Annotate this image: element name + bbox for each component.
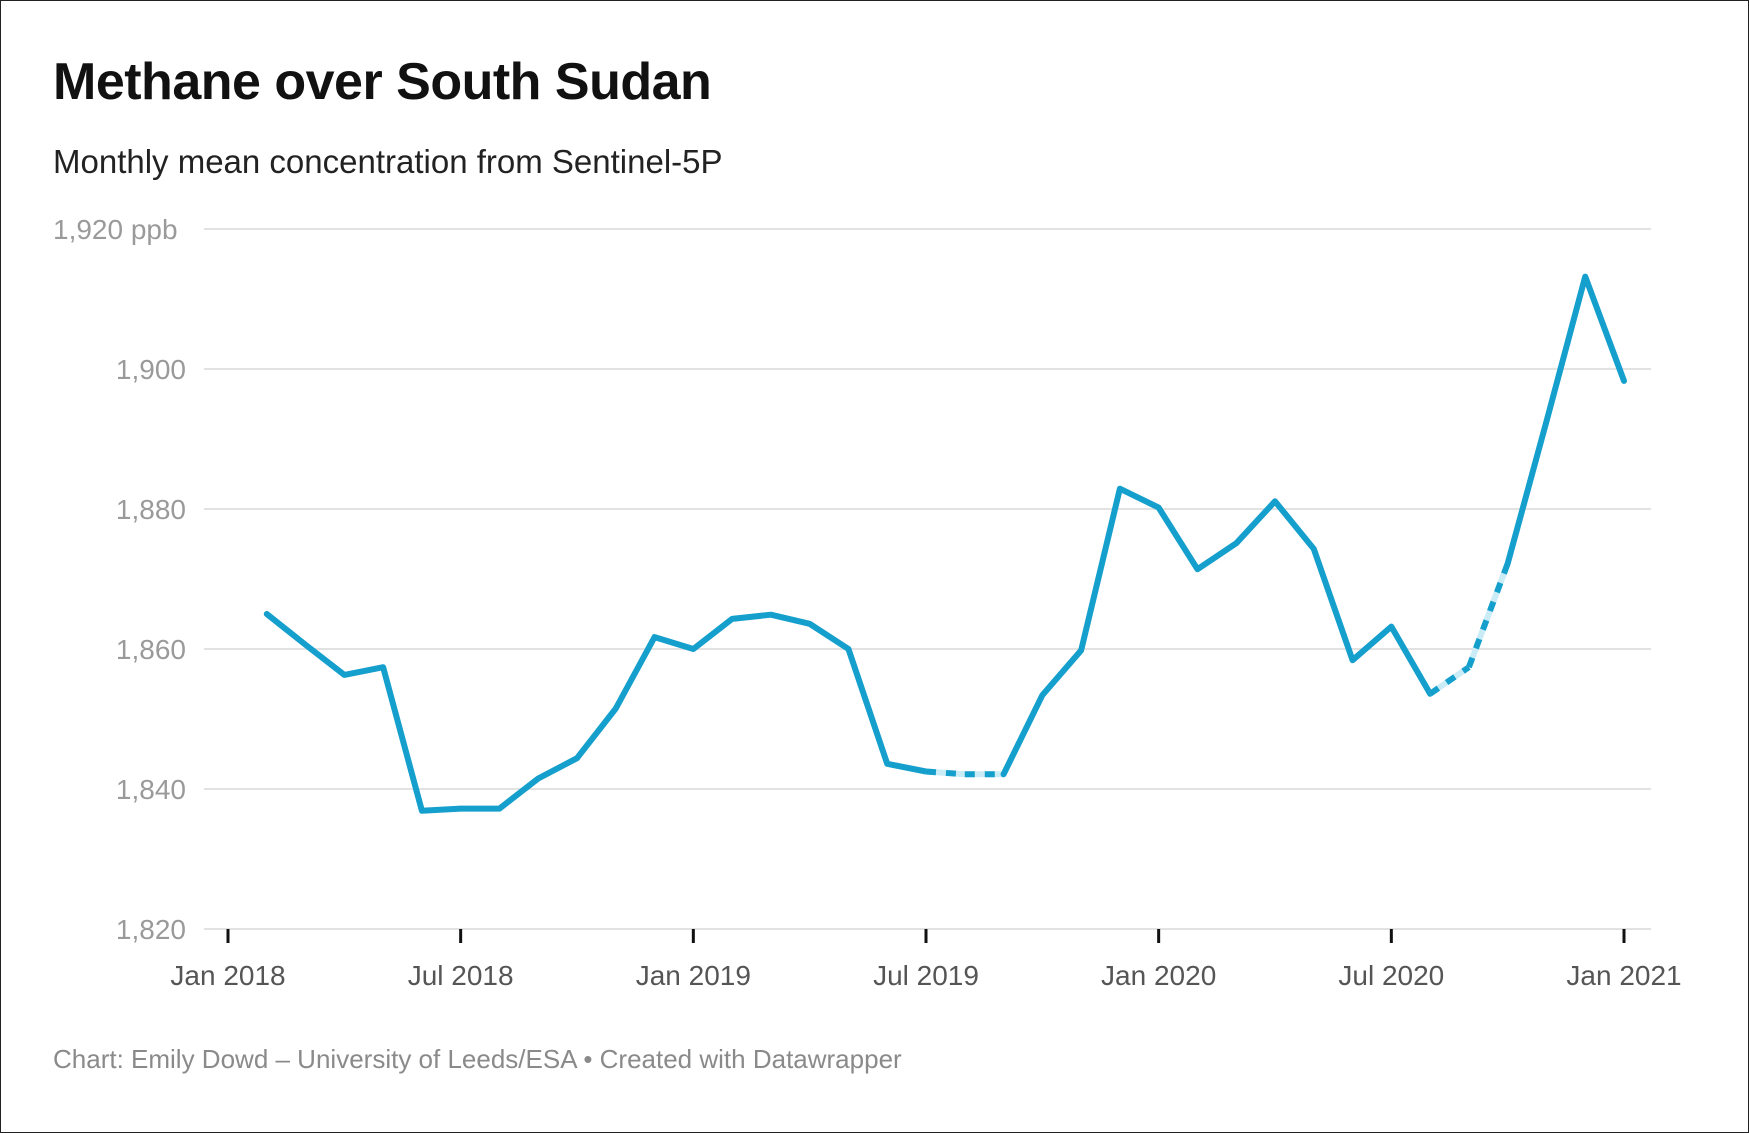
y-tick-label: 1,820 (116, 914, 186, 945)
data-line (1504, 273, 1627, 567)
y-tick-label: 1,920 ppb (53, 214, 178, 245)
y-tick-label: 1,840 (116, 774, 186, 805)
y-tick-label: 1,880 (116, 494, 186, 525)
x-tick-label: Jul 2020 (1338, 960, 1444, 991)
interpolated-segment (1428, 664, 1471, 697)
x-tick-label: Jul 2018 (408, 960, 514, 991)
x-tick-label: Jan 2019 (636, 960, 751, 991)
x-tick-label: Jan 2018 (170, 960, 285, 991)
x-tick-label: Jan 2020 (1101, 960, 1216, 991)
chart-subtitle: Monthly mean concentration from Sentinel… (53, 143, 723, 180)
x-tick-label: Jan 2021 (1566, 960, 1681, 991)
chart-footer: Chart: Emily Dowd – University of Leeds/… (53, 1044, 902, 1074)
interpolated-segment-bg (1466, 562, 1511, 669)
y-tick-label: 1,860 (116, 634, 186, 665)
data-line (1000, 485, 1434, 778)
chart-title: Methane over South Sudan (53, 53, 712, 111)
y-tick-label: 1,900 (116, 354, 186, 385)
x-tick-label: Jul 2019 (873, 960, 979, 991)
data-line (263, 611, 929, 814)
interpolated-segment (925, 768, 965, 778)
